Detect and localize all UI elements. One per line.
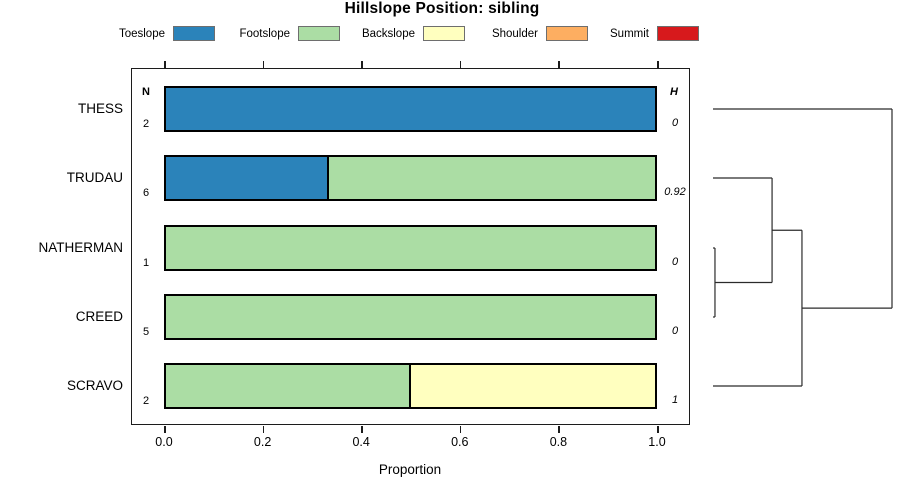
legend-label: Summit [610, 28, 649, 40]
bar-row [164, 86, 657, 132]
h-value: 1 [671, 394, 679, 406]
legend-swatch [173, 26, 215, 41]
bar-segment-backslope [410, 365, 655, 407]
bar-row [164, 225, 657, 271]
x-axis-tick-label: 0.2 [253, 435, 272, 449]
bar-segment-footslope [166, 227, 655, 269]
legend-swatch [298, 26, 340, 41]
x-axis-tick-top [459, 61, 462, 68]
n-value: 2 [142, 395, 150, 407]
row-label: TRUDAU [66, 170, 123, 185]
row-label: THESS [77, 101, 123, 116]
row-label: SCRAVO [66, 378, 123, 393]
bar-row [164, 155, 657, 201]
legend-swatch [423, 26, 465, 41]
legend-label: Toeslope [118, 28, 165, 40]
bar-row [164, 363, 657, 409]
n-value: 1 [142, 257, 150, 269]
x-axis-tick-label: 0.4 [352, 435, 370, 449]
n-value: 5 [142, 326, 150, 338]
x-axis-tick-label: 1.0 [648, 435, 666, 449]
h-value: 0 [671, 117, 679, 129]
legend-label: Backslope [361, 28, 415, 40]
legend-label: Shoulder [491, 28, 538, 40]
bar-segment-footslope [166, 296, 655, 338]
bar-segment-toeslope [166, 157, 329, 199]
h-value: 0 [671, 256, 679, 268]
x-axis-tick-top [657, 61, 659, 68]
h-value: 0 [671, 325, 679, 337]
n-value: 2 [142, 118, 150, 130]
x-axis-tick-top [262, 61, 265, 68]
legend-label: Footslope [239, 28, 290, 40]
bar-row [164, 294, 657, 340]
h-value: 0.92 [664, 186, 686, 198]
x-axis-tick-label: 0.0 [155, 435, 173, 449]
legend-swatch [546, 26, 588, 41]
x-axis-tick-label: 0.8 [549, 435, 568, 449]
x-axis-tick-bottom [262, 426, 265, 433]
bar-segment-footslope [328, 157, 655, 199]
x-axis-tick-top [558, 61, 560, 68]
h-column-header: H [670, 86, 678, 98]
bar-segment-footslope [166, 365, 411, 407]
x-axis-tick-bottom [459, 426, 462, 433]
row-label: NATHERMAN [38, 240, 123, 255]
x-axis-tick-bottom [164, 426, 166, 433]
x-axis-tick-label: 0.6 [451, 435, 469, 449]
n-column-header: N [142, 86, 150, 98]
n-value: 6 [142, 187, 150, 199]
chart-title: Hillslope Position: sibling [344, 0, 540, 17]
row-label: CREED [75, 309, 123, 324]
bar-segment-toeslope [166, 88, 655, 130]
legend-swatch [657, 26, 699, 41]
x-axis-title: Proportion [378, 462, 442, 477]
x-axis-tick-bottom [361, 426, 363, 433]
x-axis-tick-top [164, 61, 166, 68]
x-axis-tick-bottom [558, 426, 560, 433]
x-axis-tick-bottom [657, 426, 659, 433]
x-axis-tick-top [361, 61, 363, 68]
